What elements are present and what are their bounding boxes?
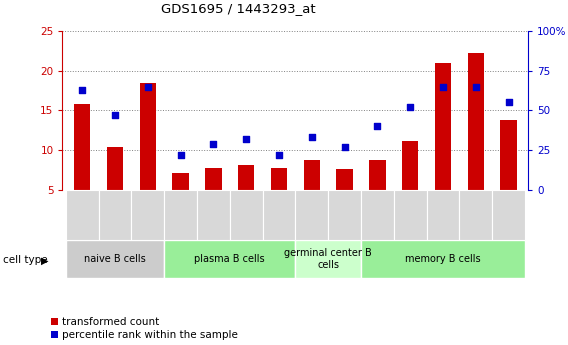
Bar: [74, 104, 90, 190]
FancyBboxPatch shape: [361, 190, 394, 240]
FancyBboxPatch shape: [99, 190, 131, 240]
Point: [143, 84, 152, 89]
Point: [504, 100, 513, 105]
Bar: [336, 169, 353, 190]
Point: [438, 84, 448, 89]
Point: [406, 105, 415, 110]
Point: [176, 152, 185, 158]
FancyBboxPatch shape: [66, 190, 99, 240]
Point: [274, 152, 283, 158]
FancyBboxPatch shape: [66, 240, 164, 278]
FancyBboxPatch shape: [131, 190, 164, 240]
Point: [209, 141, 218, 147]
Text: cell type: cell type: [3, 256, 48, 265]
Point: [241, 136, 250, 142]
FancyBboxPatch shape: [361, 240, 525, 278]
Bar: [435, 63, 451, 190]
Text: ▶: ▶: [41, 256, 48, 265]
Point: [373, 124, 382, 129]
Text: plasma B cells: plasma B cells: [194, 254, 265, 264]
Point: [471, 84, 481, 89]
FancyBboxPatch shape: [262, 190, 295, 240]
FancyBboxPatch shape: [164, 190, 197, 240]
Point: [340, 144, 349, 150]
FancyBboxPatch shape: [492, 190, 525, 240]
Point: [78, 87, 87, 92]
FancyBboxPatch shape: [427, 190, 460, 240]
Point: [110, 112, 119, 118]
Bar: [500, 120, 517, 190]
Text: germinal center B
cells: germinal center B cells: [285, 248, 372, 269]
Legend: transformed count, percentile rank within the sample: transformed count, percentile rank withi…: [51, 317, 238, 340]
FancyBboxPatch shape: [460, 190, 492, 240]
FancyBboxPatch shape: [197, 190, 230, 240]
FancyBboxPatch shape: [295, 240, 361, 278]
FancyBboxPatch shape: [230, 190, 262, 240]
Text: GDS1695 / 1443293_at: GDS1695 / 1443293_at: [161, 2, 316, 15]
Point: [307, 135, 316, 140]
FancyBboxPatch shape: [164, 240, 295, 278]
Bar: [107, 147, 123, 190]
Bar: [140, 82, 156, 190]
Bar: [172, 173, 189, 190]
Bar: [369, 160, 386, 190]
Bar: [402, 140, 419, 190]
FancyBboxPatch shape: [394, 190, 427, 240]
Bar: [467, 53, 484, 190]
Bar: [205, 168, 222, 190]
Bar: [238, 165, 254, 190]
FancyBboxPatch shape: [328, 190, 361, 240]
Text: memory B cells: memory B cells: [405, 254, 481, 264]
Bar: [303, 160, 320, 190]
Bar: [271, 168, 287, 190]
FancyBboxPatch shape: [295, 190, 328, 240]
Text: naive B cells: naive B cells: [84, 254, 146, 264]
